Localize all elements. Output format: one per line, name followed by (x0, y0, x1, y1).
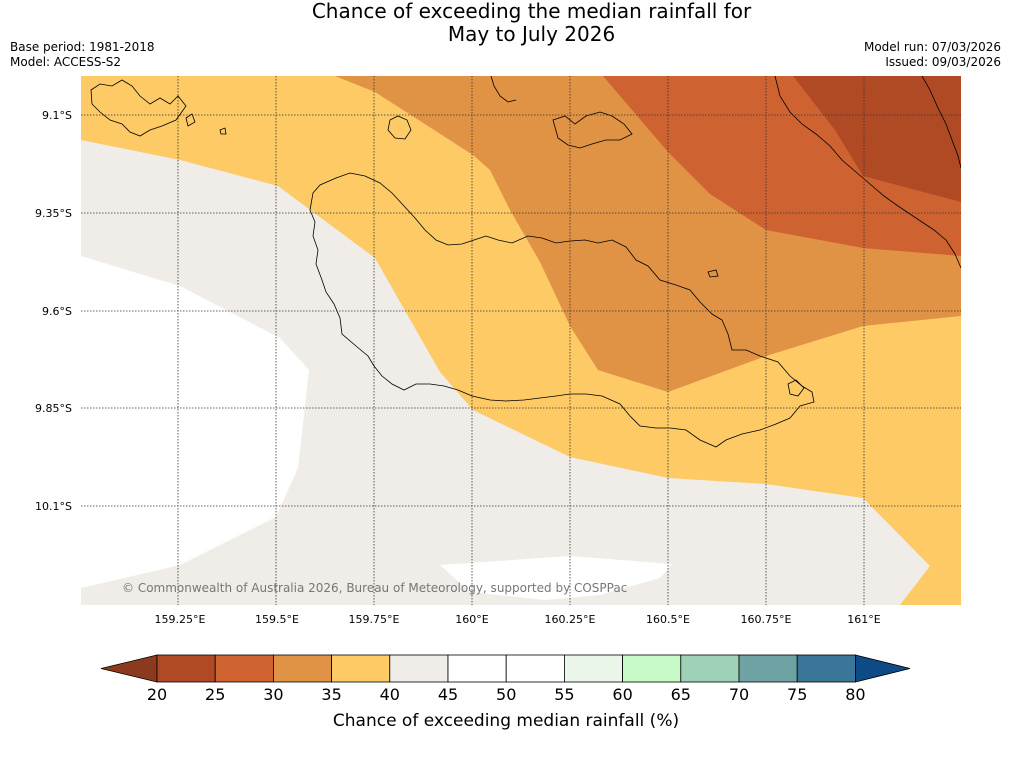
small-island-north (387, 115, 412, 140)
malaita-coastline (774, 76, 961, 269)
isabel-coastline-west (90, 79, 187, 137)
lon-label: 159.5°E (255, 613, 299, 626)
colorbar-segment (796, 654, 856, 683)
colorbar: 20 25 30 35 40 45 50 55 60 65 70 75 80 (100, 654, 911, 704)
colorbar-tick-label: 55 (554, 685, 574, 704)
colorbar-tick-label: 65 (671, 685, 691, 704)
colorbar-segment (214, 654, 274, 683)
colorbar-tick-label: 70 (729, 685, 749, 704)
colorbar-segment (447, 654, 507, 683)
title-line-1: Chance of exceeding the median rainfall … (311, 0, 752, 23)
lat-label: 9.1°S (42, 109, 72, 122)
probability-band-45-50-west (81, 256, 309, 588)
probability-band-20-25 (793, 76, 961, 202)
lon-label: 159.25°E (155, 613, 206, 626)
colorbar-segment (389, 654, 449, 683)
lat-label: 9.85°S (35, 402, 72, 415)
colorbar-tick-label: 35 (321, 685, 341, 704)
colorbar-tick-label: 30 (263, 685, 283, 704)
coastlines (90, 76, 961, 448)
islet-east (707, 269, 719, 278)
colorbar-label: Chance of exceeding median rainfall (%) (333, 711, 679, 731)
lon-label: 160.75°E (741, 613, 792, 626)
marau-sound-islets (787, 379, 805, 397)
metadata-left: Base period: 1981-2018 Model: ACCESS-S2 (10, 40, 155, 70)
guadalcanal-coastline (309, 172, 815, 448)
colorbar-segment (331, 654, 391, 683)
colorbar-over-triangle (855, 654, 911, 683)
model-text: Model: ACCESS-S2 (10, 55, 122, 69)
latitude-labels: 9.1°S 9.35°S 9.6°S 9.85°S 10.1°S (35, 109, 72, 513)
colorbar-segment (680, 654, 740, 683)
map-title: Chance of exceeding the median rainfall … (0, 0, 1011, 46)
lon-label: 160.5°E (646, 613, 690, 626)
colorbar-segment (622, 654, 682, 683)
model-run-text: Model run: 07/03/2026 (863, 40, 1001, 54)
graticule (81, 76, 961, 605)
florida-islands-coastline (552, 111, 633, 149)
colorbar-segment (738, 654, 798, 683)
colorbar-tick-label: 20 (147, 685, 167, 704)
lon-label: 160°E (455, 613, 488, 626)
isabel-coastline-north (490, 76, 517, 103)
lat-label: 9.6°S (42, 305, 72, 318)
colorbar-segment (272, 654, 332, 683)
metadata-right: Model run: 07/03/2026 Issued: 09/03/2026 (864, 40, 1001, 70)
lon-label: 161°E (847, 613, 880, 626)
title-line-2: May to July 2026 (447, 22, 616, 46)
lon-label: 160.25°E (545, 613, 596, 626)
issued-text: Issued: 09/03/2026 (885, 55, 1001, 69)
colorbar-segment (505, 654, 565, 683)
islet-west-2 (219, 127, 227, 135)
copyright-text: © Commonwealth of Australia 2026, Bureau… (122, 581, 627, 595)
longitude-labels: 159.25°E 159.5°E 159.75°E 160°E 160.25°E… (155, 613, 881, 626)
colorbar-tick-label: 25 (205, 685, 225, 704)
lat-label: 10.1°S (35, 500, 72, 513)
probability-band-45-50-south (440, 556, 672, 600)
lon-label: 159.75°E (349, 613, 400, 626)
colorbar-tick-label: 75 (787, 685, 807, 704)
lat-label: 9.35°S (35, 207, 72, 220)
map-panel: © Commonwealth of Australia 2026, Bureau… (81, 76, 961, 605)
colorbar-tick-label: 40 (380, 685, 400, 704)
colorbar-segment (564, 654, 624, 683)
colorbar-segment (156, 654, 216, 683)
colorbar-under-triangle (100, 654, 158, 683)
malaita-coastline-north (921, 76, 961, 169)
colorbar-tick-label: 45 (438, 685, 458, 704)
colorbar-tick-label: 50 (496, 685, 516, 704)
colorbar-tick-label: 60 (612, 685, 632, 704)
base-period-text: Base period: 1981-2018 (10, 40, 155, 54)
colorbar-tick-label: 80 (845, 685, 865, 704)
